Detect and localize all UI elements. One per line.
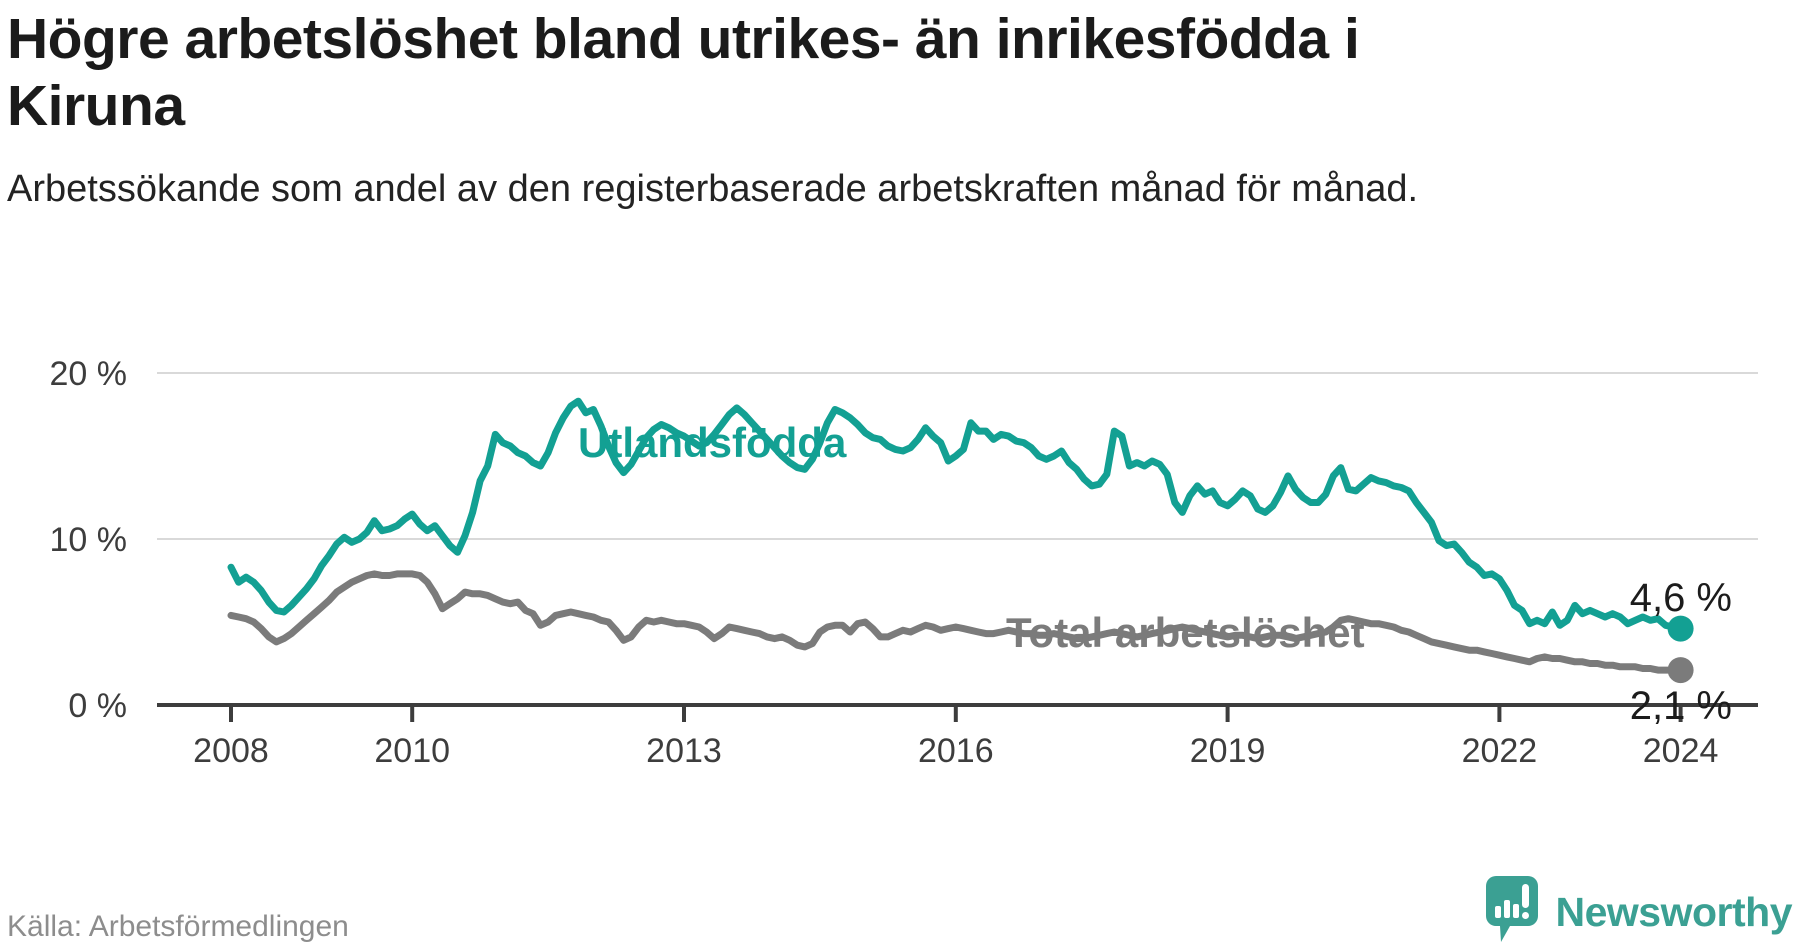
x-axis-label-2024: 2024	[1643, 732, 1719, 770]
newsworthy-bubble-icon	[1485, 876, 1538, 942]
y-axis-label-10: 10 %	[50, 521, 128, 559]
utlandsfodda-series-label: Utlandsfödda	[578, 419, 847, 466]
x-axis-label-2022: 2022	[1462, 732, 1538, 770]
chart-subtitle: Arbetssökande som andel av den registerb…	[7, 168, 1419, 210]
title-line-1: Högre arbetslöshet bland utrikes- än inr…	[7, 7, 1360, 71]
gridlines	[157, 372, 1758, 540]
total-arbetsloshet-end-value-label: 2,1 %	[1630, 684, 1732, 728]
x-axis-label-2016: 2016	[918, 732, 994, 770]
newsworthy-wordmark: Newsworthy	[1555, 888, 1793, 935]
x-axis-ticks: 2008 2010 2013 2016 2019 2022 2024	[193, 705, 1718, 770]
x-axis-label-2013: 2013	[646, 732, 722, 770]
total-arbetsloshet-series-label: Total arbetslöshet	[1006, 609, 1365, 656]
x-axis-label-2019: 2019	[1190, 732, 1266, 770]
utlandsfodda-line	[227, 397, 1685, 633]
y-axis-labels: 0 % 10 % 20 %	[50, 355, 128, 725]
utlandsfodda-end-dot	[1667, 615, 1694, 642]
y-axis-label-20: 20 %	[50, 355, 128, 393]
total-arbetsloshet-end-dot	[1667, 657, 1694, 684]
utlandsfodda-end-value-label: 4,6 %	[1630, 576, 1732, 620]
bar-chart-glyph	[1494, 884, 1529, 919]
x-axis-label-2008: 2008	[193, 732, 269, 770]
source-text: Källa: Arbetsförmedlingen	[7, 910, 349, 943]
newsworthy-logo: Newsworthy	[1485, 876, 1793, 948]
y-axis-label-0: 0 %	[68, 687, 127, 725]
x-axis-label-2010: 2010	[374, 732, 450, 770]
page-title: Högre arbetslöshet bland utrikes- än inr…	[7, 6, 1587, 139]
title-line-2: Kiruna	[7, 73, 185, 138]
total-arbetsloshet-line	[227, 570, 1685, 674]
